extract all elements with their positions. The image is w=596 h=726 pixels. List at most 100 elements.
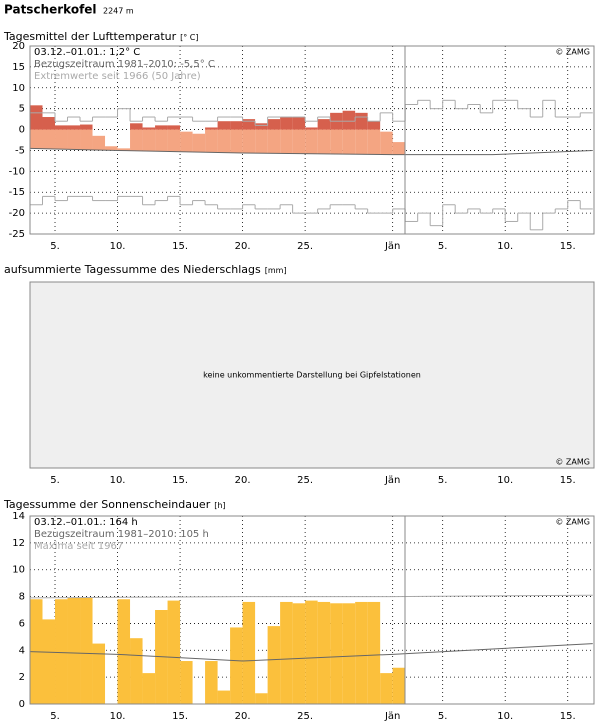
temperature-bar xyxy=(392,142,406,155)
temperature-bar xyxy=(105,146,118,151)
y-tick-label: -15 xyxy=(9,187,25,198)
x-tick-label: 10. xyxy=(497,475,513,486)
temperature-bar xyxy=(142,127,156,130)
sunshine-bar xyxy=(130,638,143,704)
y-tick-label: 0 xyxy=(19,699,25,710)
temperature-bar xyxy=(42,129,56,149)
temperature-bar xyxy=(267,129,281,154)
panel-title-unit: [° C] xyxy=(180,33,198,42)
temperature-bar xyxy=(80,129,93,150)
station-title: Patscherkofel xyxy=(4,3,97,17)
x-tick-label: Jän xyxy=(384,475,400,486)
x-tick-label: 15. xyxy=(560,711,576,722)
temperature-bar xyxy=(30,105,43,130)
temperature-bar xyxy=(67,129,81,150)
x-tick-label: 15. xyxy=(560,475,576,486)
sunshine-bar xyxy=(205,661,218,704)
annotation: 03.12.–01.01.: 164 h xyxy=(34,517,138,528)
y-tick-label: 10 xyxy=(12,565,25,576)
sunshine-bar xyxy=(117,599,131,704)
sunshine-bar xyxy=(380,673,393,704)
sunshine-bar xyxy=(292,603,306,704)
temperature-bar xyxy=(167,125,181,130)
x-tick-label: 20. xyxy=(235,711,251,722)
sunshine-bar xyxy=(142,673,156,704)
temperature-bar xyxy=(117,148,131,151)
annotation: Bezugszeitraum 1981–2010: -5,5° C xyxy=(34,59,215,70)
maxima-line xyxy=(29,594,593,599)
sunshine-bar xyxy=(392,667,406,704)
panel-title-text: Tagesmittel der Lufttemperatur xyxy=(3,30,177,43)
temperature-bar xyxy=(142,129,156,152)
x-tick-label: 5. xyxy=(50,241,60,252)
sunshine-bar xyxy=(55,599,68,704)
sunshine-bar xyxy=(367,601,381,704)
sunshine-bar xyxy=(305,600,318,704)
plot-frame xyxy=(29,45,595,235)
temperature-bar xyxy=(42,117,56,130)
y-tick-label: 12 xyxy=(12,538,25,549)
x-tick-label: 15. xyxy=(172,711,188,722)
y-tick-label: -20 xyxy=(9,208,25,219)
sunshine-bar xyxy=(317,601,331,704)
sunshine-bar xyxy=(80,597,93,704)
sunshine-bar xyxy=(230,627,243,704)
temperature-bar xyxy=(180,131,193,152)
panel-title: Tagesmittel der Lufttemperatur [° C] xyxy=(3,30,199,43)
panel-title-text: aufsummierte Tagessumme des Niederschlag… xyxy=(4,263,261,276)
empty-panel xyxy=(29,281,595,469)
x-tick-label: Jän xyxy=(384,711,400,722)
temperature-bar xyxy=(255,123,268,130)
y-tick-label: 5 xyxy=(19,104,25,115)
temperature-bar xyxy=(305,127,318,130)
y-tick-label: 14 xyxy=(12,511,25,522)
panel-title-unit: [mm] xyxy=(265,266,287,275)
temperature-bar xyxy=(55,125,68,130)
temperature-bar xyxy=(217,121,231,130)
temperature-bar xyxy=(367,129,381,155)
temperature-bar xyxy=(367,121,381,130)
temperature-bar xyxy=(242,129,256,154)
temperature-bar xyxy=(267,119,281,130)
temperature-bar xyxy=(130,129,143,151)
x-tick-label: 10. xyxy=(497,711,513,722)
temperature-bar xyxy=(292,117,306,130)
temperature-bar xyxy=(217,129,231,153)
x-tick-label: 15. xyxy=(172,241,188,252)
y-tick-label: 2 xyxy=(19,672,25,683)
copyright: © ZAMG xyxy=(555,458,590,467)
y-tick-label: 8 xyxy=(19,592,25,603)
x-tick-label: 10. xyxy=(497,241,513,252)
x-tick-label: 15. xyxy=(560,241,576,252)
temperature-bar xyxy=(280,129,293,154)
sunshine-bar xyxy=(180,661,193,704)
temperature-bar xyxy=(130,123,143,130)
temperature-bar xyxy=(55,129,68,150)
sunshine-bar xyxy=(167,600,181,704)
temperature-bar xyxy=(317,129,331,154)
temperature-bar xyxy=(167,129,181,152)
temperature-bar xyxy=(305,129,318,154)
x-tick-label: 25. xyxy=(297,711,313,722)
y-tick-label: 0 xyxy=(19,125,25,136)
temperature-bar xyxy=(355,129,368,155)
x-tick-label: Jän xyxy=(384,241,400,252)
sunshine-bar xyxy=(217,690,231,704)
x-tick-label: 5. xyxy=(50,711,60,722)
sunshine-bar xyxy=(267,626,281,704)
y-tick-label: 15 xyxy=(12,62,25,73)
temperature-bar xyxy=(255,129,268,154)
x-tick-label: 10. xyxy=(110,241,126,252)
x-tick-label: 10. xyxy=(110,711,126,722)
plot-frame xyxy=(29,515,595,705)
x-tick-label: 25. xyxy=(297,475,313,486)
copyright: © ZAMG xyxy=(555,518,590,527)
sunshine-bar xyxy=(67,597,81,704)
sunshine-bar xyxy=(92,643,106,704)
temperature-bar xyxy=(317,119,331,130)
temperature-bar xyxy=(192,133,206,153)
station-elevation: 2247 m xyxy=(103,7,134,16)
sunshine-bar xyxy=(330,603,343,704)
y-tick-label: 20 xyxy=(12,41,25,52)
temperature-bar xyxy=(30,129,43,149)
